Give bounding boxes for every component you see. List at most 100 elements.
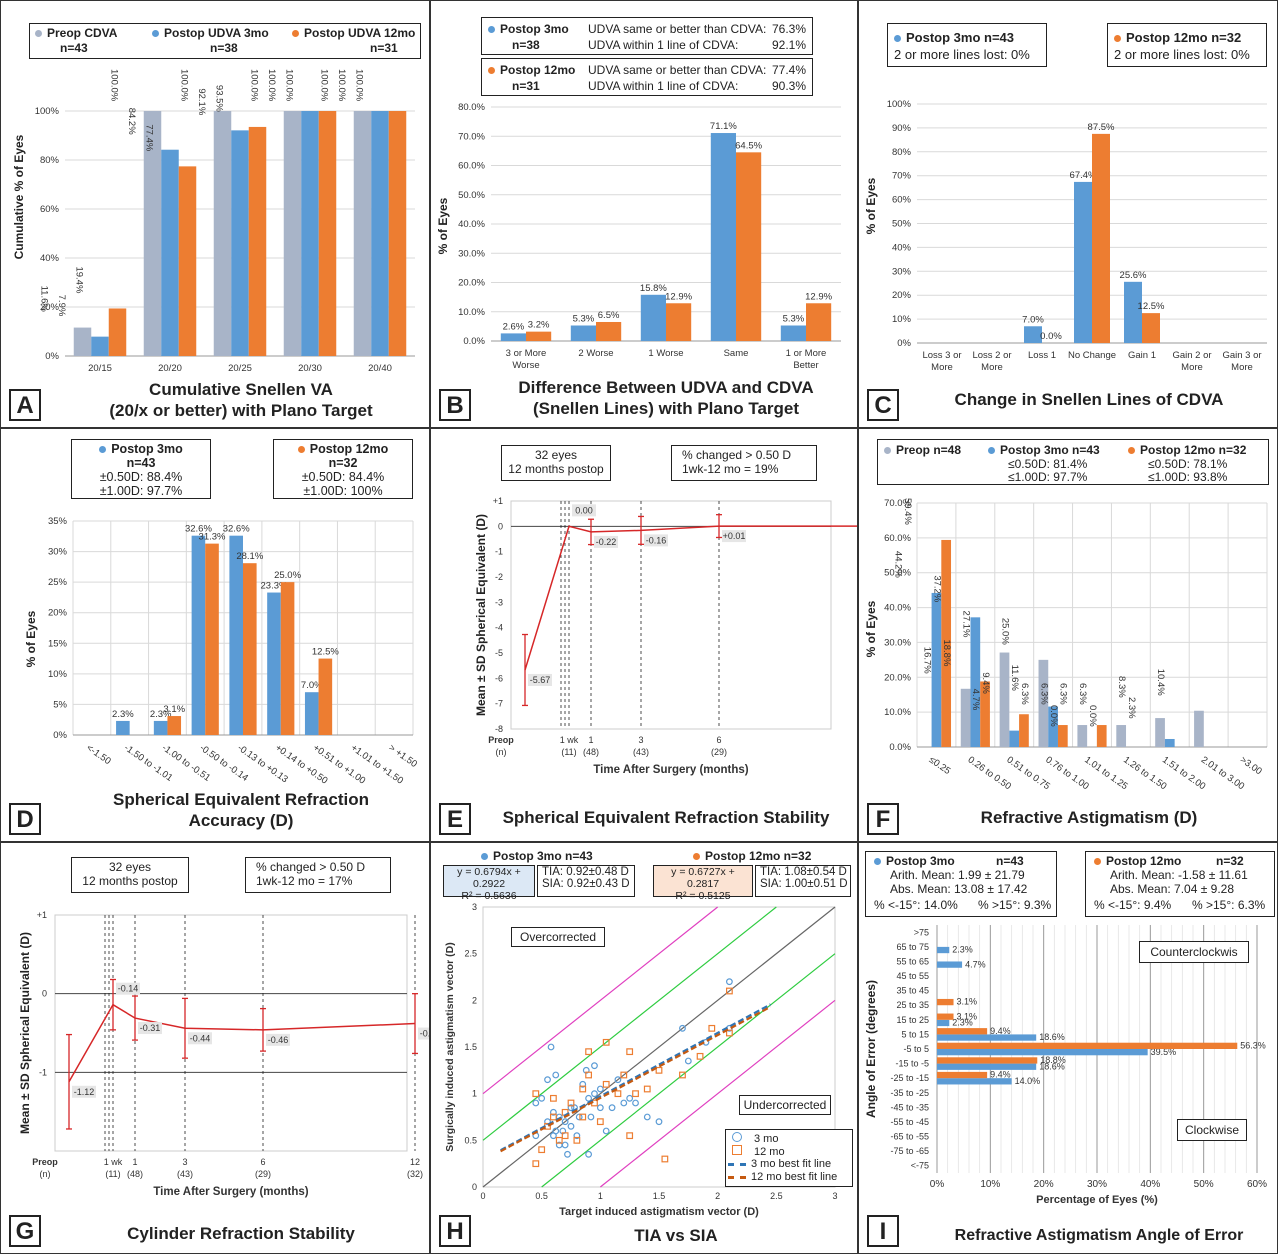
y-tick-label: 50% xyxy=(892,219,912,230)
legend-d-3mo-label: Postop 3mo xyxy=(111,442,183,456)
legend-f-3mo-l2: ≤1.00D: 97.7% xyxy=(1008,470,1088,484)
data-label: 18.6% xyxy=(1039,1061,1065,1071)
legend-b-12mo-label: Postop 12mo xyxy=(500,63,576,77)
y-axis-label: % of Eyes xyxy=(864,177,878,234)
eq-h-3mo-b: R² = 0.5636 xyxy=(461,890,517,902)
letter-e: E xyxy=(439,803,471,835)
y-tick-label: 60.0% xyxy=(458,161,485,172)
legend-h-series: 3 mo 12 mo 3 mo best fit line 12 mo best… xyxy=(725,1129,853,1187)
scatter-point-12mo xyxy=(579,1085,587,1093)
x-tick-label: Preop xyxy=(488,735,514,745)
legend-c-3mo: Postop 3mo n=43 2 or more lines lost: 0% xyxy=(887,23,1047,67)
scatter-point-3mo xyxy=(575,1113,583,1121)
legend-b-3mo-av: 76.3% xyxy=(772,22,807,36)
eq-h-12mo-a: y = 0.6727x + 0.2817 xyxy=(671,866,735,890)
scatter-point-3mo xyxy=(585,1150,593,1158)
panel-b: 0.0% 10.0% 20.0% 30.0% 40.0% 50.0% 60.0% 70.0% 8… xyxy=(430,0,858,428)
bar xyxy=(191,535,206,735)
letter-b: B xyxy=(439,389,471,421)
legend-b-3mo-a: UDVA same or better than CDVA: xyxy=(588,22,767,36)
y-tick-label: 3 xyxy=(472,902,477,912)
y-tick-label: 50.0% xyxy=(458,190,485,201)
legend-h-12mo: Postop 12mo n=32 xyxy=(705,849,812,863)
bar xyxy=(941,539,952,747)
scatter-point-3mo xyxy=(591,1090,598,1098)
y-tick-label: -2 xyxy=(495,572,503,582)
x-axis-label: Time After Surgery (months) xyxy=(153,1186,308,1198)
legend-b-12mo: Postop 12mo n=31 UDVA same or better tha… xyxy=(481,58,813,96)
legend-b-12mo-a: UDVA same or better than CDVA: xyxy=(588,63,767,77)
y-axis-label: % of Eyes xyxy=(436,197,450,254)
note-h-over: Overcorrected xyxy=(511,927,605,947)
data-label: 7.0% xyxy=(1022,314,1044,325)
data-label: 6.3% xyxy=(1038,683,1049,705)
y-tick-label: >75 xyxy=(914,927,929,937)
x-axis-label: Percentage of Eyes (%) xyxy=(1036,1194,1158,1206)
bar xyxy=(108,308,127,356)
x-tick-label: >3.00 xyxy=(1238,754,1264,777)
y-tick-label: 30% xyxy=(48,547,68,558)
legend-a: Preop CDVA n=43 Postop UDVA 3mo n=38 Pos… xyxy=(29,23,421,59)
legend-c-12mo-note: 2 or more lines lost: 0% xyxy=(1114,47,1250,62)
bar xyxy=(1077,725,1088,747)
legend-d-3mo-n: n=43 xyxy=(126,456,156,470)
legend-h-s2: 12 mo xyxy=(754,1146,785,1158)
legend-i-12mo-n: n=32 xyxy=(1216,854,1244,868)
scatter-point-3mo xyxy=(538,1094,546,1102)
bar xyxy=(937,1013,954,1020)
data-label: 31.3% xyxy=(199,532,226,543)
data-label: 18.6% xyxy=(1039,1032,1065,1042)
y-axis-label: % of Eyes xyxy=(864,600,878,657)
ref-line xyxy=(482,906,719,1095)
scatter-point-3mo xyxy=(579,1080,587,1088)
y-tick-label: 10% xyxy=(892,314,912,325)
x-axis-label: Target induced astigmatism vector (D) xyxy=(559,1206,759,1218)
bar xyxy=(1194,710,1204,747)
scatter-point-12mo xyxy=(549,1113,557,1121)
chart-i: 0% 10% 20% 30% 40% 50% 60% >75 65 to 75 55 to 65 4… xyxy=(864,925,1267,1206)
x-tick-label: Loss 3 or xyxy=(922,350,961,361)
y-tick-label: 0% xyxy=(45,351,59,362)
legend-i-3mo-b: Abs. Mean: 13.08 ± 17.42 xyxy=(890,882,1028,896)
legend-b-3mo-bv: 92.1% xyxy=(772,38,807,52)
legend-a-3mo: Postop UDVA 3mo xyxy=(164,26,269,40)
data-label: 10.4% xyxy=(1155,669,1166,696)
y-tick-label: 40% xyxy=(892,242,912,253)
data-label: 100.0% xyxy=(249,69,260,102)
legend-i-12mo-c: % <-15°: 9.4% xyxy=(1094,898,1172,912)
y-tick-label: 100% xyxy=(35,106,60,117)
x-tick-label: Gain 1 xyxy=(1128,350,1156,361)
data-label: 12.9% xyxy=(665,291,692,302)
data-label: 100.0% xyxy=(284,69,295,102)
y-tick-label: 0.5 xyxy=(464,1135,477,1145)
scatter-point-12mo xyxy=(532,1090,540,1098)
y-tick-label: 1 xyxy=(472,1089,477,1099)
bar xyxy=(143,111,162,356)
legend-c-12mo-label: Postop 12mo n=32 xyxy=(1126,30,1242,45)
scatter-point-12mo xyxy=(532,1160,540,1168)
scatter-point-12mo xyxy=(726,987,733,995)
x-tick-label: Loss 2 or xyxy=(972,350,1011,361)
data-label: 2.3% xyxy=(1126,697,1137,719)
panel-g: +1 0 -1 -1.12 -0.14 -0.31 -0.44 -0.46 -0.38 Preop… xyxy=(0,842,430,1254)
bar xyxy=(937,961,963,968)
title-a-2: (20/x or better) with Plano Target xyxy=(109,401,373,420)
y-axis-label: Surgically induced astigmatism vector (D… xyxy=(444,942,456,1151)
data-label: 56.3% xyxy=(1240,1041,1266,1051)
x-tick-label: <-1.50 xyxy=(84,742,113,767)
value-label: -0.22 xyxy=(596,537,617,547)
chart-h: 00 0.5 0.5 1 1 1.5 1.5 2 2 2.5 2.5 3 3 Target induced… xyxy=(444,902,838,1218)
data-label: 28.1% xyxy=(236,551,263,562)
x-tick-sublabel: (48) xyxy=(583,747,599,757)
scatter-point-12mo xyxy=(549,1094,557,1102)
y-tick-label: 1.5 xyxy=(464,1042,477,1052)
x-tick-label: ≤0.25 xyxy=(927,754,953,777)
y-tick-label: -75 to -65 xyxy=(890,1146,929,1156)
y-tick-label: 45 to 55 xyxy=(896,971,929,981)
scatter-point-3mo xyxy=(544,1076,551,1084)
bar xyxy=(970,617,981,747)
x-tick-label: 1 Worse xyxy=(648,348,683,359)
scatter-point-12mo xyxy=(726,1029,733,1037)
plot-area xyxy=(482,906,836,1188)
legend-h-s4: 12 mo best fit line xyxy=(751,1171,838,1183)
